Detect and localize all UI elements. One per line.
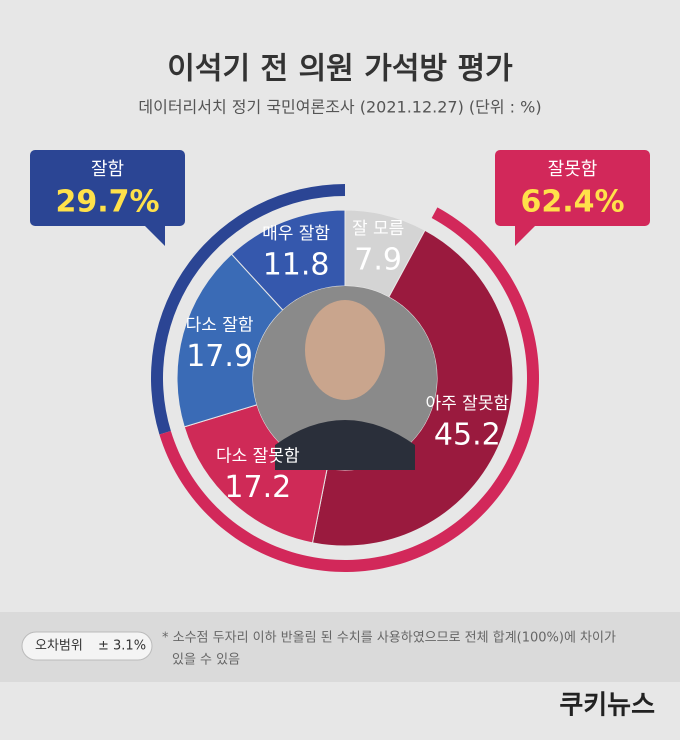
- callout-name: 잘함: [91, 159, 124, 180]
- segment-value: 7.9: [354, 243, 402, 278]
- callout-value: 62.4%: [520, 185, 624, 220]
- photo-face: [305, 300, 385, 400]
- callout-box: [30, 150, 185, 226]
- segment-value: 11.8: [263, 248, 330, 283]
- margin-value: ± 3.1%: [98, 639, 146, 654]
- segment-label: 아주 잘못함: [426, 394, 510, 414]
- photo-suit: [275, 420, 415, 470]
- chart-title: 이석기 전 의원 가석방 평가: [167, 52, 513, 87]
- segment-value: 17.9: [186, 339, 253, 374]
- callout-box: [495, 150, 650, 226]
- callout-pointer: [515, 226, 535, 246]
- segment-value: 45.2: [434, 418, 501, 453]
- segment-label: 다소 잘함: [186, 316, 254, 336]
- logo: 쿠키뉴스: [559, 691, 655, 721]
- segment-label: 잘 모름: [352, 219, 404, 239]
- margin-pill: [21, 631, 153, 661]
- callout-name: 잘못함: [548, 159, 598, 180]
- callout-pointer: [145, 226, 165, 246]
- segment-label: 매우 잘함: [262, 224, 330, 244]
- segment-label: 다소 잘못함: [216, 446, 300, 466]
- callout-value: 29.7%: [55, 185, 159, 220]
- margin-label: 오차범위: [35, 639, 83, 654]
- footnote-line: * 소수점 두자리 이하 반올림 된 수치를 사용하였으므로 전체 합계(100…: [162, 631, 616, 646]
- segment-value: 17.2: [224, 470, 291, 505]
- footnote-line: 있을 수 있음: [172, 653, 240, 668]
- chart-subtitle: 데이터리서치 정기 국민여론조사 (2021.12.27) (단위 : %): [138, 98, 541, 117]
